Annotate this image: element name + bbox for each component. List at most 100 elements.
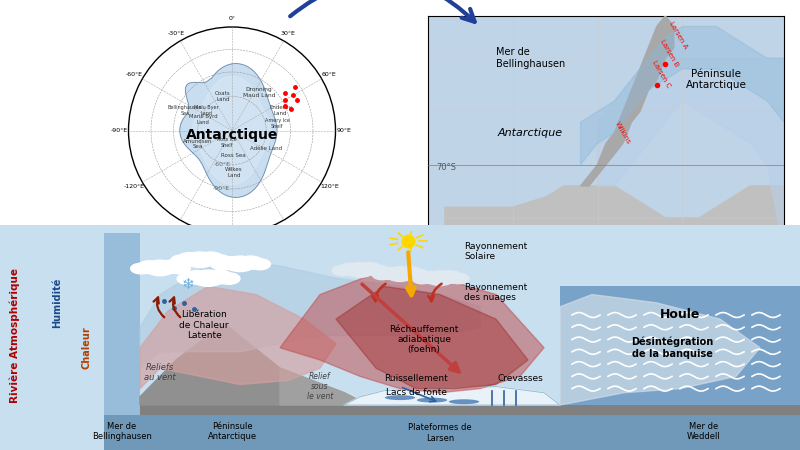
Text: Péninsule
Antarctique: Péninsule Antarctique [686,69,746,90]
Text: Larsen C: Larsen C [651,59,671,89]
Text: -90°E: -90°E [213,186,230,192]
Text: Wilkins: Wilkins [614,121,632,145]
Text: 90°E: 90°E [337,128,352,133]
Polygon shape [140,262,480,368]
Text: Adélie Land: Adélie Land [250,146,282,151]
Text: Bellinghausen
Sea: Bellinghausen Sea [168,105,202,116]
Circle shape [378,267,402,279]
Text: Rayonnement
des nuages: Rayonnement des nuages [464,283,527,302]
Text: -120°E: -120°E [124,184,145,189]
Ellipse shape [385,395,415,400]
Text: Ross Ice
Shelf: Ross Ice Shelf [217,137,237,148]
Text: Antarctique: Antarctique [186,128,278,142]
Circle shape [418,271,442,284]
Text: Marie Byrd
Land: Marie Byrd Land [189,114,218,125]
Circle shape [249,259,270,270]
Circle shape [130,263,151,274]
Text: Mer de
Weddell: Mer de Weddell [687,422,721,441]
Circle shape [217,256,242,270]
Text: Lacs de fonte: Lacs de fonte [386,388,446,397]
Circle shape [338,263,362,275]
Text: Houle: Houle [660,309,700,321]
Polygon shape [140,286,336,389]
Text: Rivière Atmosphérique: Rivière Atmosphérique [9,268,20,403]
Text: Ross Sea: Ross Sea [222,153,246,158]
Text: Chaleur: Chaleur [82,326,91,369]
Text: Malu Byer
Land: Malu Byer Land [194,105,219,116]
Circle shape [137,261,162,274]
Polygon shape [581,27,784,165]
Text: Mer de
Bellinghausen: Mer de Bellinghausen [92,422,151,441]
Polygon shape [560,286,800,405]
Text: Mer de
Bellinghausen: Mer de Bellinghausen [496,48,565,69]
Circle shape [369,265,389,275]
Circle shape [198,252,223,265]
Circle shape [169,263,190,274]
Polygon shape [445,186,784,250]
Text: Amundsen
Sea: Amundsen Sea [183,139,213,149]
Text: Libération
de Chaleur
Latente: Libération de Chaleur Latente [179,310,229,340]
Text: Coats
Land: Coats Land [215,91,231,102]
Text: -180°E: -180°E [222,240,242,246]
Polygon shape [104,233,140,450]
Text: Humidité: Humidité [53,278,62,328]
Polygon shape [140,405,800,415]
Circle shape [238,256,263,269]
Circle shape [412,274,432,284]
Text: Crevasses: Crevasses [497,374,543,383]
Polygon shape [598,58,784,250]
Text: -60°E: -60°E [213,162,230,167]
Text: ❄: ❄ [182,277,194,292]
Ellipse shape [449,399,479,404]
Ellipse shape [417,398,447,403]
Polygon shape [280,270,544,393]
Text: Rayonnement
Solaire: Rayonnement Solaire [464,242,527,261]
Text: -30°E: -30°E [167,31,184,36]
Circle shape [346,263,374,277]
Circle shape [184,270,210,284]
Text: 150°E: 150°E [279,225,298,230]
Polygon shape [344,387,560,405]
Circle shape [210,259,231,270]
Circle shape [145,260,175,276]
Text: 0°: 0° [229,15,235,21]
Circle shape [426,271,454,286]
Text: Antarctique: Antarctique [497,128,562,138]
Text: 120°E: 120°E [320,184,339,189]
Text: -90°E: -90°E [111,128,128,133]
Polygon shape [180,63,277,198]
Circle shape [177,252,202,266]
Circle shape [158,260,183,274]
Text: Enderby
Land: Enderby Land [270,105,292,116]
Circle shape [372,270,392,280]
Circle shape [192,270,224,286]
Circle shape [185,252,215,268]
Circle shape [225,256,255,272]
Polygon shape [581,16,674,186]
Circle shape [409,269,429,279]
Text: Plateformes de
Larsen: Plateformes de Larsen [408,423,472,442]
Polygon shape [140,323,368,405]
Text: Reliefs
au vent: Reliefs au vent [144,363,176,382]
Circle shape [209,255,230,266]
Text: Relief
sous
le vent: Relief sous le vent [307,372,333,401]
Text: Larsen B: Larsen B [659,38,680,68]
Polygon shape [280,368,400,405]
Circle shape [358,263,382,275]
Circle shape [206,270,233,284]
Circle shape [218,273,240,284]
Text: -150°E: -150°E [166,225,186,230]
Polygon shape [560,295,760,405]
Circle shape [332,266,352,275]
Circle shape [386,267,414,281]
Circle shape [170,255,191,266]
Polygon shape [193,76,271,184]
Text: Larsen A: Larsen A [668,20,688,50]
Text: Ruissellement: Ruissellement [384,374,448,383]
Circle shape [438,271,462,284]
Circle shape [449,274,469,284]
Polygon shape [336,286,528,389]
Text: Dronning
Maud Land: Dronning Maud Land [243,87,275,98]
Text: Péninsule
Antarctique: Péninsule Antarctique [207,422,257,441]
Polygon shape [104,415,800,450]
